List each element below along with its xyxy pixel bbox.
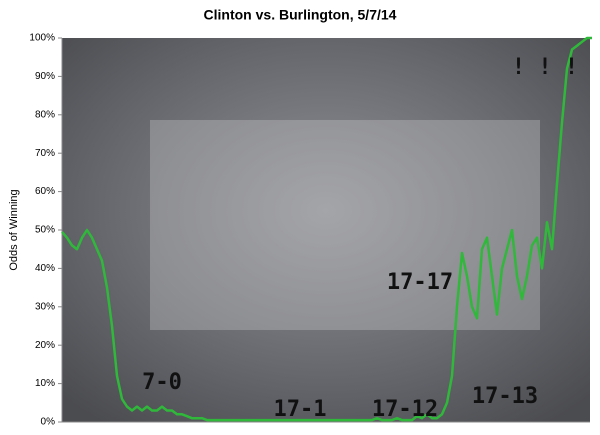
y-tick-label: 100%	[29, 33, 55, 44]
y-tick-label: 0%	[41, 417, 56, 428]
y-tick-label: 60%	[35, 186, 55, 197]
annotation: 7-0	[142, 370, 182, 395]
y-tick-label: 10%	[35, 378, 55, 389]
background-photo	[62, 38, 590, 422]
annotation: 17-13	[472, 384, 538, 409]
y-tick-label: 80%	[35, 109, 55, 120]
y-tick-label: 70%	[35, 148, 55, 159]
annotation: 17-17	[387, 270, 453, 295]
y-axis-label: Odds of Winning	[8, 189, 20, 270]
chart-title: Clinton vs. Burlington, 5/7/14	[204, 7, 397, 23]
win-odds-line	[61, 36, 592, 422]
annotation: 17-12	[372, 397, 438, 422]
y-tick-label: 30%	[35, 301, 55, 312]
y-tick-label: 90%	[35, 71, 55, 82]
y-tick-label: 40%	[35, 263, 55, 274]
scoreboard-panel	[150, 120, 540, 330]
y-tick-label: 50%	[35, 225, 55, 236]
annotation: ! ! !	[512, 55, 578, 80]
annotation: 17-1	[274, 397, 327, 422]
y-tick-label: 20%	[35, 340, 55, 351]
